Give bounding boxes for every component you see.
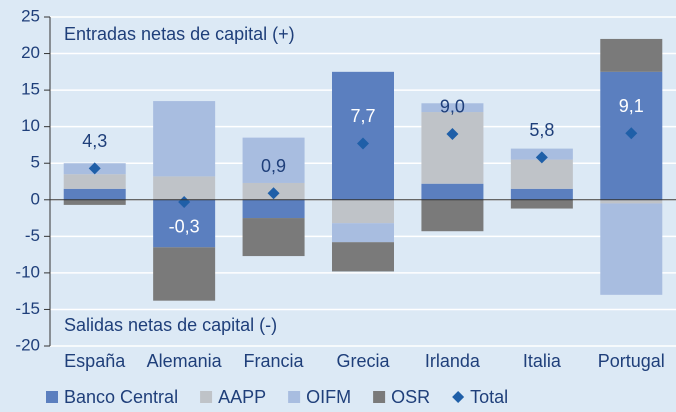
bar-segment xyxy=(600,38,663,72)
legend-label: Total xyxy=(470,387,508,407)
legend-swatch xyxy=(373,391,386,403)
x-tick-label: Grecia xyxy=(336,351,390,371)
legend-label: OIFM xyxy=(306,387,351,407)
bar-segment xyxy=(153,247,216,301)
total-marker xyxy=(625,127,638,140)
x-tick-label: Irlanda xyxy=(425,351,481,371)
bar-segment xyxy=(421,112,484,184)
legend-swatch xyxy=(200,391,213,403)
data-label: 0,9 xyxy=(261,156,286,176)
x-tick-label: Portugal xyxy=(598,351,665,371)
legend-label: AAPP xyxy=(218,387,266,407)
bar-segment xyxy=(63,188,126,200)
y-tick-label: 20 xyxy=(21,43,40,62)
x-tick-label: Francia xyxy=(244,351,305,371)
legend-label: OSR xyxy=(391,387,430,407)
total-marker xyxy=(446,127,459,140)
bar-segment xyxy=(153,176,216,200)
y-tick-label: 10 xyxy=(21,116,40,135)
total-marker xyxy=(357,137,369,150)
data-label: 9,1 xyxy=(619,96,644,116)
data-label: 4,3 xyxy=(82,131,107,151)
y-tick-label: -15 xyxy=(15,299,40,318)
bar-segment xyxy=(510,188,573,200)
x-tick-label: España xyxy=(64,351,126,371)
legend-label: Banco Central xyxy=(64,387,178,407)
total-marker xyxy=(178,195,191,208)
bar-segment xyxy=(332,242,394,272)
bar-segment xyxy=(510,199,573,209)
data-label: 9,0 xyxy=(440,97,465,117)
bar-segment xyxy=(332,223,394,243)
data-label: 7,7 xyxy=(350,106,375,126)
y-tick-label: 5 xyxy=(31,153,40,172)
y-tick-label: -20 xyxy=(15,335,40,354)
bar-segment xyxy=(332,199,394,224)
annotation: Salidas netas de capital (-) xyxy=(64,315,277,335)
y-tick-label: -10 xyxy=(15,262,40,281)
y-tick-label: -5 xyxy=(25,226,40,245)
bar-segment xyxy=(242,199,305,219)
y-tick-label: 15 xyxy=(21,80,40,99)
total-marker xyxy=(88,162,101,175)
bar-segment xyxy=(600,203,663,295)
y-tick-label: 0 xyxy=(31,189,40,208)
bar-segment xyxy=(153,101,216,177)
bar-segment xyxy=(63,199,126,205)
bar-segment xyxy=(510,159,573,189)
bar-segment xyxy=(63,174,126,189)
annotation: Entradas netas de capital (+) xyxy=(64,24,295,44)
bar-segment xyxy=(242,137,305,183)
x-tick-label: Italia xyxy=(523,351,562,371)
legend-swatch xyxy=(46,391,58,403)
legend-swatch xyxy=(288,391,301,403)
y-tick-label: 25 xyxy=(21,6,40,25)
total-marker xyxy=(535,151,548,164)
bar-segment xyxy=(421,183,484,200)
bar-segment xyxy=(242,218,305,257)
bar-segment xyxy=(600,199,663,204)
marks: 4,3 -0,3 0,9 7,7 9,0 5,8 9,1 xyxy=(63,38,663,301)
data-label: -0,3 xyxy=(169,217,200,237)
x-tick-label: Alemania xyxy=(147,351,223,371)
data-label: 5,8 xyxy=(529,120,554,140)
legend-swatch xyxy=(452,391,465,403)
bar-segment xyxy=(332,71,394,200)
bar-segment xyxy=(421,199,484,232)
total-marker xyxy=(267,187,280,200)
bar-segment xyxy=(421,103,484,113)
